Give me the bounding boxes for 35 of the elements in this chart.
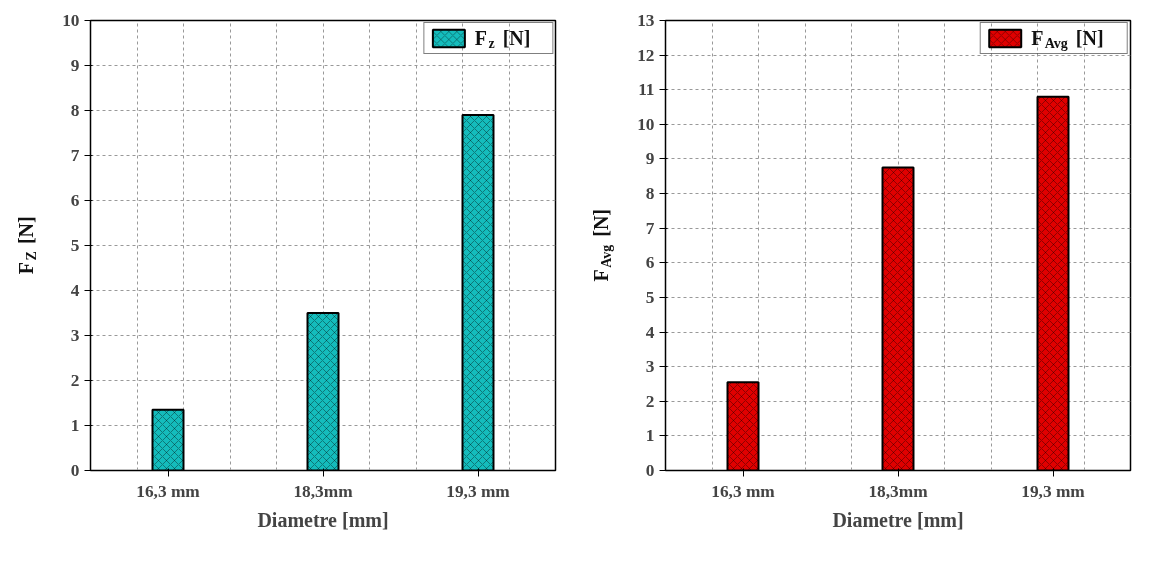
x-tick-label: 16,3 mm (136, 481, 201, 501)
y-tick-label: 7 (70, 146, 80, 165)
y-tick-label: 7 (645, 218, 655, 238)
y-tick-label: 9 (645, 149, 655, 169)
x-tick-label: 18,3mm (293, 481, 354, 501)
y-tick-label: 1 (70, 416, 80, 435)
y-tick-label: 2 (70, 371, 80, 390)
x-tick-label: 16,3 mm (711, 481, 776, 501)
y-tick-label: 10 (62, 11, 80, 30)
y-tick-label: 13 (637, 11, 655, 30)
y-tick-label: 8 (645, 184, 655, 204)
x-tick-label: 18,3mm (868, 481, 929, 501)
y-tick-label: 10 (637, 114, 655, 134)
y-tick-label: 9 (70, 56, 80, 75)
y-tick-label: 4 (70, 281, 80, 300)
y-axis-title: FAvg [N] (589, 208, 614, 282)
y-tick-label: 3 (645, 357, 655, 377)
y-axis-title: FZ [N] (14, 216, 39, 275)
y-tick-label: 6 (70, 191, 80, 210)
y-tick-label: 5 (70, 236, 80, 255)
y-tick-label: 4 (645, 322, 655, 342)
y-tick-label: 6 (645, 253, 655, 273)
y-tick-label: 2 (645, 391, 655, 411)
x-axis-title: Diametre [mm] (257, 508, 389, 531)
x-tick-label: 19,3 mm (1021, 481, 1086, 501)
x-tick-label: 19,3 mm (446, 481, 511, 501)
x-axis-title: Diametre [mm] (832, 508, 964, 531)
y-tick-label: 12 (637, 45, 655, 65)
y-tick-label: 0 (645, 461, 655, 480)
y-tick-label: 5 (645, 287, 655, 307)
y-tick-label: 3 (70, 326, 80, 345)
y-tick-label: 8 (70, 101, 80, 120)
y-tick-label: 1 (645, 426, 655, 446)
y-tick-label: 0 (70, 461, 80, 480)
y-tick-label: 11 (638, 80, 655, 100)
